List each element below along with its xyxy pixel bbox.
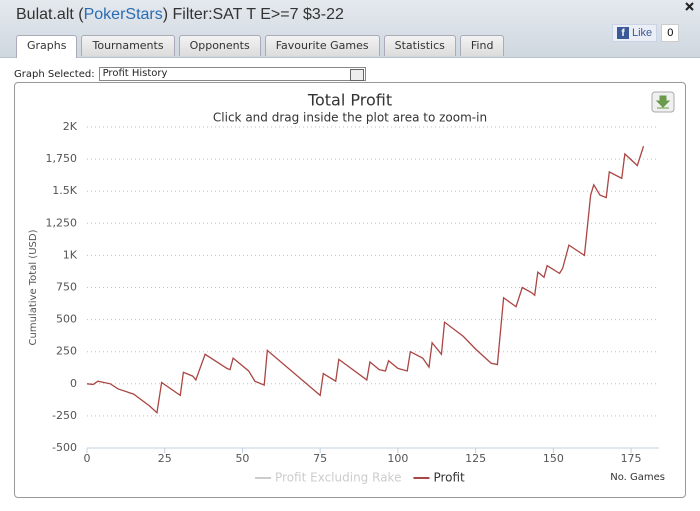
tab[interactable]: Favourite Games xyxy=(264,35,380,56)
title-prefix: Bulat.alt ( xyxy=(16,6,84,23)
chart-subtitle: Click and drag inside the plot area to z… xyxy=(213,111,487,125)
title-suffix: ) Filter:SAT T E>=7 $3-22 xyxy=(162,6,344,23)
tab[interactable]: Statistics xyxy=(383,35,456,56)
tab[interactable]: Tournaments xyxy=(81,35,175,56)
tabs: Graphs Tournaments Opponents Favourite Game… xyxy=(16,35,505,58)
y-tick-label: 750 xyxy=(56,281,77,294)
fb-icon: f xyxy=(617,27,629,39)
select-arrow xyxy=(349,69,364,81)
x-tick-label: 0 xyxy=(84,452,91,465)
chart-frame xyxy=(14,82,686,498)
legend-label: Profit Excluding Rake xyxy=(275,471,401,485)
y-tick-label: 2K xyxy=(63,120,78,133)
y-tick-label: -250 xyxy=(52,409,77,422)
download-icon xyxy=(655,95,671,109)
y-tick-label: 0 xyxy=(70,377,77,390)
select-value: Profit History xyxy=(102,68,168,79)
chart-title: Total Profit xyxy=(307,91,392,110)
legend-label: Profit xyxy=(433,471,465,485)
y-tick-label: 1K xyxy=(63,248,78,261)
tab[interactable]: Graphs xyxy=(16,35,78,58)
select-box[interactable]: Profit History xyxy=(98,67,366,81)
x-tick-label: 100 xyxy=(387,452,408,465)
x-tick-label: 175 xyxy=(621,452,642,465)
site-name: PokerStars xyxy=(83,6,163,23)
y-tick-label: 250 xyxy=(56,345,77,358)
like-count: 0 xyxy=(661,24,680,42)
y-tick-label: 1.5K xyxy=(52,184,77,197)
header: Bulat.alt (PokerStars) Filter:SAT T E>=7… xyxy=(0,0,700,58)
x-tick-label: 50 xyxy=(235,452,249,465)
y-tick-label: 1,250 xyxy=(46,216,78,229)
y-axis-label: Cumulative Total (USD) xyxy=(28,229,39,345)
x-tick-label: 75 xyxy=(313,452,327,465)
selector-label: Graph Selected: xyxy=(14,68,95,80)
tab[interactable]: Find xyxy=(459,35,505,56)
y-tick-label: 500 xyxy=(56,313,77,326)
graph-selector: Graph Selected: Profit History xyxy=(14,67,366,81)
y-tick-label: -500 xyxy=(52,441,77,454)
x-tick-label: 25 xyxy=(158,452,172,465)
window-title: Bulat.alt (PokerStars) Filter:SAT T E>=7… xyxy=(16,6,344,24)
like-text: Like xyxy=(632,27,653,39)
x-tick-label: 150 xyxy=(543,452,564,465)
close-icon[interactable] xyxy=(0,0,700,20)
tab[interactable]: Opponents xyxy=(178,35,261,56)
profit-line xyxy=(86,146,645,414)
like-widget[interactable]: f Like 0 xyxy=(612,24,680,42)
x-axis-label: No. Games xyxy=(610,472,665,483)
x-tick-label: 125 xyxy=(465,452,486,465)
like-button[interactable]: f Like xyxy=(612,24,658,42)
y-tick-label: 1,750 xyxy=(46,152,78,165)
